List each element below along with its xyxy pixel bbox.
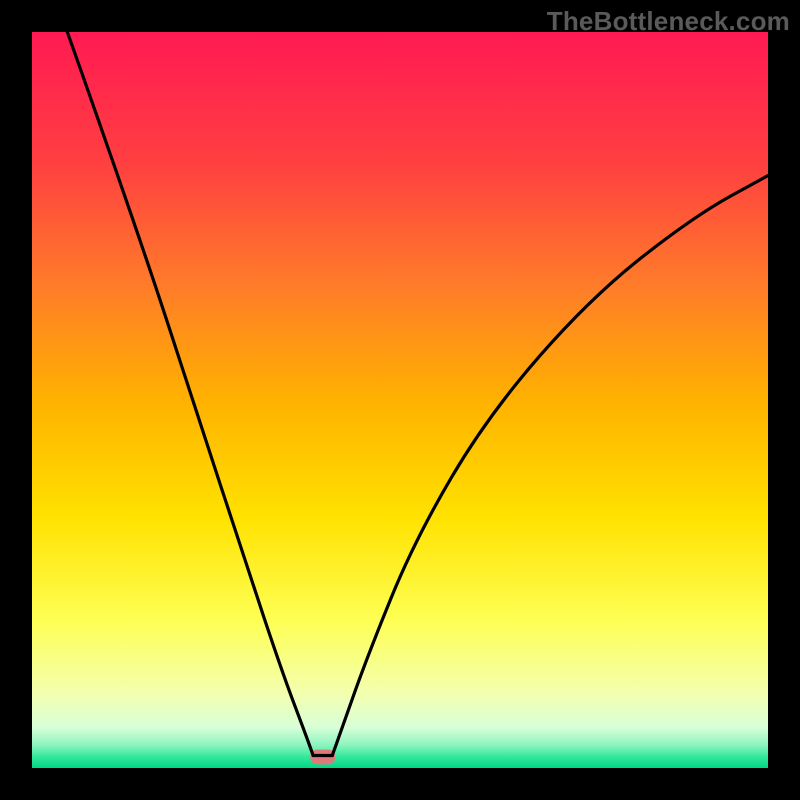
bottleneck-chart (0, 0, 800, 800)
chart-container: TheBottleneck.com (0, 0, 800, 800)
plot-background (32, 32, 768, 768)
